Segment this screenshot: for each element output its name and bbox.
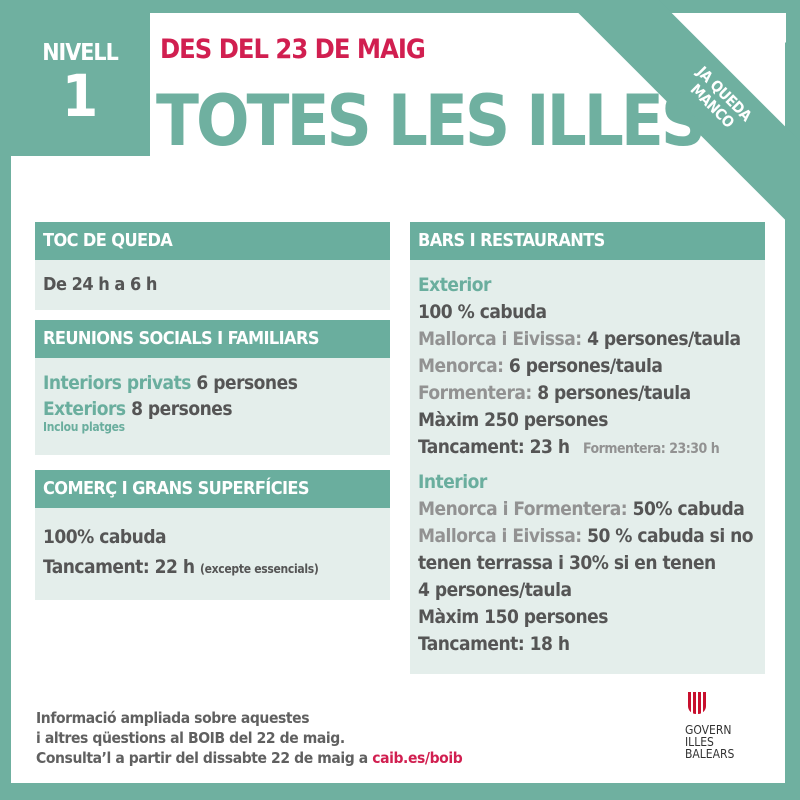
note: Inclou platges xyxy=(43,420,125,434)
comerc-section: COMERÇ I GRANS SUPERFÍCIES 100% cabuda T… xyxy=(35,470,390,600)
toc-text: De 24 h a 6 h xyxy=(43,274,157,295)
date-heading: DES DEL 23 DE MAIG xyxy=(160,34,426,65)
section-heading: TOC DE QUEDA xyxy=(35,222,390,260)
label: Formentera: xyxy=(418,382,532,404)
interior-label: Interior xyxy=(418,471,487,493)
capacity: 100 % cabuda xyxy=(418,301,547,323)
closing: Tancament: 23 h xyxy=(418,436,570,458)
closing-note: (excepte essencials) xyxy=(199,562,319,576)
closing: Tancament: 22 h xyxy=(43,556,195,578)
logo-text: ILLES xyxy=(685,735,714,749)
label: Mallorca i Eivissa: xyxy=(418,328,582,350)
reunions-section: REUNIONS SOCIALS I FAMILIARS Interiors p… xyxy=(35,320,390,455)
value: 8 persones/taula xyxy=(537,382,691,404)
value: 6 persones/taula xyxy=(508,355,663,377)
value: 50 % cabuda si no tenen terrassa i 30% s… xyxy=(418,525,754,574)
max: Màxim 250 persones xyxy=(418,409,608,431)
level-label: NIVELL xyxy=(42,40,119,66)
closing-note: Formentera: 23:30 h xyxy=(582,441,720,457)
section-heading: BARS I RESTAURANTS xyxy=(410,222,765,260)
closing: Tancament: 18 h xyxy=(418,633,570,655)
label: Mallorca i Eivissa: xyxy=(418,525,582,547)
label: Exteriors xyxy=(43,398,126,420)
level-badge: NIVELL 1 xyxy=(0,0,150,156)
value: 4 persones/taula xyxy=(587,328,741,350)
logo-text: GOVERN xyxy=(685,723,732,737)
footer-line: i altres qüestions al BOIB del 22 de mai… xyxy=(36,729,345,747)
label: Menorca i Formentera: xyxy=(418,498,628,520)
section-heading: COMERÇ I GRANS SUPERFÍCIES xyxy=(35,470,390,508)
exterior-label: Exterior xyxy=(418,274,491,296)
level-number: 1 xyxy=(61,62,99,130)
label: Menorca: xyxy=(418,355,504,377)
max: Màxim 150 persones xyxy=(418,606,608,628)
capacity: 100% cabuda xyxy=(43,526,167,548)
govern-logo: GOVERN ILLES BALEARS xyxy=(685,692,734,760)
footer-line: Informació ampliada sobre aquestes xyxy=(36,709,310,727)
value: 8 persones xyxy=(131,398,233,420)
boib-link[interactable]: caib.es/boib xyxy=(372,749,463,767)
corner-ribbon: JA QUEDA MANCO xyxy=(540,0,800,260)
value: 50% cabuda xyxy=(632,498,745,520)
label: Interiors privats xyxy=(43,372,191,394)
shield-icon xyxy=(688,692,706,714)
page-title: TOTES LES ILLES xyxy=(156,80,706,162)
footer-line: Consulta’l a partir del dissabte 22 de m… xyxy=(36,749,368,767)
section-heading: REUNIONS SOCIALS I FAMILIARS xyxy=(35,320,390,358)
per-table: 4 persones/taula xyxy=(418,579,572,601)
toc-section: TOC DE QUEDA De 24 h a 6 h xyxy=(35,222,390,310)
bars-section: BARS I RESTAURANTS Exterior 100 % cabuda… xyxy=(410,222,765,674)
logo-text: BALEARS xyxy=(685,747,735,761)
value: 6 persones xyxy=(196,372,298,394)
footer-info: Informació ampliada sobre aquestes i alt… xyxy=(36,708,463,768)
